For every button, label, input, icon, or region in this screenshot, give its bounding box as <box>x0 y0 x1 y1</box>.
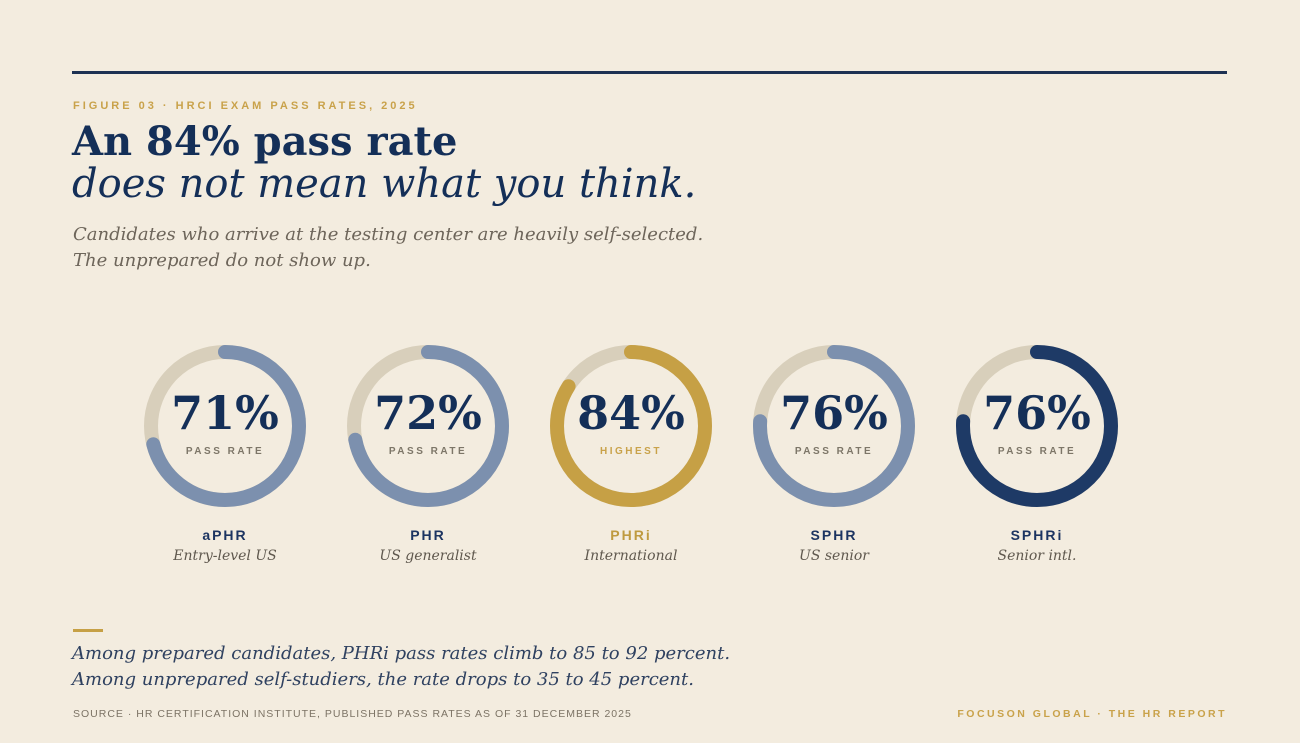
exam-name: SPHR <box>810 527 858 543</box>
donut-ring: 76% PASS RATE <box>749 341 919 511</box>
gauge-center-label: PASS RATE <box>388 445 468 457</box>
exam-description: Senior intl. <box>997 548 1077 564</box>
page-title: An 84% pass rate does not mean what you … <box>72 118 697 207</box>
donut-ring: 72% PASS RATE <box>343 341 513 511</box>
subtitle: Candidates who arrive at the testing cen… <box>73 222 703 274</box>
donut-ring: 71% PASS RATE <box>140 341 310 511</box>
donut-ring-svg <box>753 345 915 507</box>
gauge-PHRi: 84% HIGHEST PHRi International <box>546 341 716 564</box>
gauge-center-label: PASS RATE <box>794 445 874 457</box>
ring-arc <box>956 345 1118 507</box>
exam-name: PHRi <box>610 527 652 543</box>
donut-ring-svg <box>347 345 509 507</box>
donut-ring-svg <box>956 345 1118 507</box>
donut-ring-svg <box>550 345 712 507</box>
ring-center: 72% PASS RATE <box>343 341 513 511</box>
exam-description: International <box>584 548 678 564</box>
ring-center: 71% PASS RATE <box>140 341 310 511</box>
gauge-SPHRi: 76% PASS RATE SPHRi Senior intl. <box>952 341 1122 564</box>
figure-eyebrow: FIGURE 03 · HRCI EXAM PASS RATES, 2025 <box>73 100 418 112</box>
ring-arc <box>753 345 915 507</box>
gauge-row: 71% PASS RATE aPHR Entry-level US 72% PA… <box>140 341 1122 564</box>
gauge-center-label: PASS RATE <box>997 445 1077 457</box>
gauge-value: 71% <box>171 385 279 440</box>
ring-center: 76% PASS RATE <box>952 341 1122 511</box>
exam-name: SPHRi <box>1010 527 1064 543</box>
exam-description: US generalist <box>379 548 477 564</box>
footnote-line-1: Among prepared candidates, PHRi pass rat… <box>72 643 731 664</box>
gauge-value: 76% <box>983 385 1091 440</box>
donut-ring: 84% HIGHEST <box>546 341 716 511</box>
ring-center: 76% PASS RATE <box>749 341 919 511</box>
ring-center: 84% HIGHEST <box>546 341 716 511</box>
title-line-bold: An 84% pass rate <box>72 118 458 165</box>
gauge-SPHR: 76% PASS RATE SPHR US senior <box>749 341 919 564</box>
brand-footer: FOCUSON GLOBAL · THE HR REPORT <box>957 708 1227 720</box>
ring-arc <box>347 345 509 507</box>
gauge-value: 72% <box>374 385 482 440</box>
exam-description: Entry-level US <box>173 548 277 564</box>
gauge-center-label: HIGHEST <box>600 445 662 457</box>
exam-description: US senior <box>799 548 869 564</box>
gauge-value: 76% <box>780 385 888 440</box>
gauge-PHR: 72% PASS RATE PHR US generalist <box>343 341 513 564</box>
subtitle-line-1: Candidates who arrive at the testing cen… <box>73 224 704 245</box>
top-rule <box>72 71 1227 74</box>
subtitle-line-2: The unprepared do not show up. <box>73 250 371 271</box>
gauge-center-label: PASS RATE <box>185 445 265 457</box>
donut-ring-svg <box>144 345 306 507</box>
footnote-tick <box>73 629 103 632</box>
footnote-line-2: Among unprepared self-studiers, the rate… <box>72 669 694 690</box>
exam-name: aPHR <box>202 527 248 543</box>
footnote: Among prepared candidates, PHRi pass rat… <box>72 641 730 693</box>
ring-arc <box>144 345 306 507</box>
title-line-italic: does not mean what you think. <box>72 161 697 207</box>
gauge-aPHR: 71% PASS RATE aPHR Entry-level US <box>140 341 310 564</box>
ring-arc <box>550 345 712 507</box>
gauge-value: 84% <box>577 385 685 440</box>
source-note: SOURCE · HR CERTIFICATION INSTITUTE, PUB… <box>73 708 632 720</box>
donut-ring: 76% PASS RATE <box>952 341 1122 511</box>
exam-name: PHR <box>410 527 446 543</box>
